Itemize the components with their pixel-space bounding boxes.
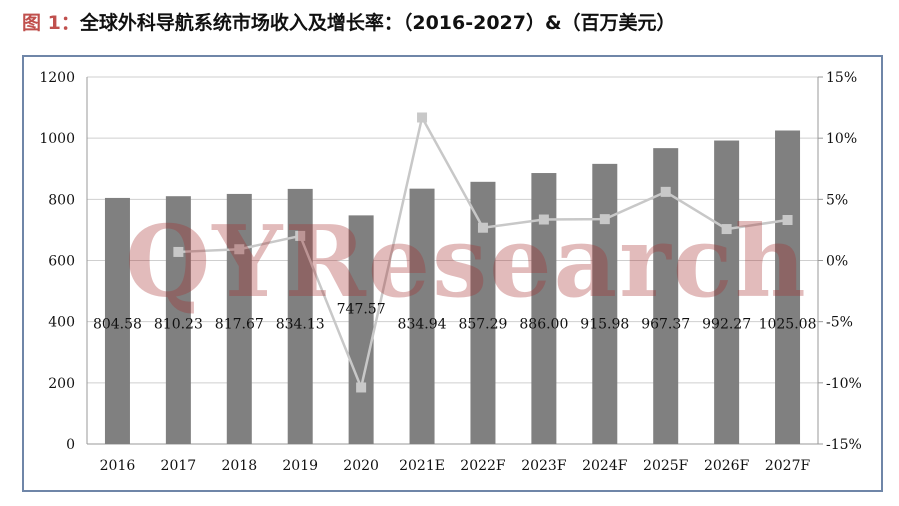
- bar-data-label: 834.94: [398, 317, 447, 333]
- growth-point: [782, 215, 793, 226]
- y-tick-label: 800: [48, 192, 75, 208]
- growth-point: [417, 112, 428, 123]
- y-tick-label: 1200: [39, 70, 75, 86]
- bar-data-label: 886.00: [519, 317, 568, 333]
- growth-point: [477, 222, 488, 233]
- x-tick-label: 2024F: [582, 458, 628, 474]
- bar: [165, 196, 191, 444]
- x-tick-label: 2027F: [765, 458, 811, 474]
- title-text: 全球外科导航系统市场收入及增长率：（2016-2027）&（百万美元）: [79, 12, 676, 34]
- bar: [470, 181, 496, 445]
- bar: [409, 188, 435, 444]
- bar-data-label: 857.29: [458, 317, 507, 333]
- bar-data-label: 992.27: [702, 317, 751, 333]
- growth-point: [538, 214, 549, 225]
- y2-tick-label: 15%: [826, 70, 857, 86]
- x-tick-label: 2025F: [643, 458, 689, 474]
- y2-tick-label: 0%: [826, 254, 848, 270]
- y2-tick-label: -15%: [826, 437, 862, 453]
- bar: [592, 163, 618, 444]
- growth-point: [660, 186, 671, 197]
- growth-point: [295, 230, 306, 241]
- bar-data-label: 747.57: [337, 302, 386, 318]
- y-tick-label: 0: [66, 437, 75, 453]
- x-tick-label: 2020: [343, 458, 379, 474]
- y-tick-label: 200: [48, 376, 75, 392]
- bar: [348, 215, 374, 444]
- y2-tick-label: 5%: [826, 192, 848, 208]
- bar: [531, 173, 557, 444]
- growth-point: [721, 224, 732, 235]
- bar: [775, 130, 801, 444]
- bar-data-label: 1025.08: [759, 317, 817, 333]
- bar-data-label: 810.23: [154, 317, 203, 333]
- bar: [104, 197, 130, 444]
- x-tick-label: 2023F: [521, 458, 567, 474]
- y2-tick-label: -5%: [826, 315, 853, 331]
- bar: [714, 140, 740, 444]
- bar-data-label: 915.98: [580, 317, 629, 333]
- y-tick-label: 600: [48, 254, 75, 270]
- growth-point: [173, 246, 184, 257]
- bar-data-label: 817.67: [215, 317, 264, 333]
- chart-title: 图 1：全球外科导航系统市场收入及增长率：（2016-2027）&（百万美元）: [22, 8, 676, 35]
- x-tick-label: 2026F: [704, 458, 750, 474]
- figure-number: 图 1：: [22, 12, 80, 34]
- y2-tick-label: 10%: [826, 131, 857, 147]
- x-tick-label: 2016: [100, 458, 136, 474]
- x-tick-label: 2021E: [399, 458, 445, 474]
- x-tick-label: 2018: [221, 458, 257, 474]
- x-tick-label: 2017: [161, 458, 197, 474]
- bar-data-label: 967.37: [641, 317, 690, 333]
- bar-data-label: 804.58: [93, 317, 142, 333]
- y-tick-label: 400: [48, 315, 75, 331]
- growth-point: [356, 382, 367, 393]
- y2-tick-label: -10%: [826, 376, 862, 392]
- y-tick-label: 1000: [39, 131, 75, 147]
- growth-point: [599, 214, 610, 225]
- chart-frame: [22, 55, 883, 492]
- x-tick-label: 2019: [282, 458, 318, 474]
- x-tick-label: 2022F: [460, 458, 506, 474]
- growth-point: [234, 244, 245, 255]
- bar: [226, 193, 252, 444]
- bar-data-label: 834.13: [276, 317, 325, 333]
